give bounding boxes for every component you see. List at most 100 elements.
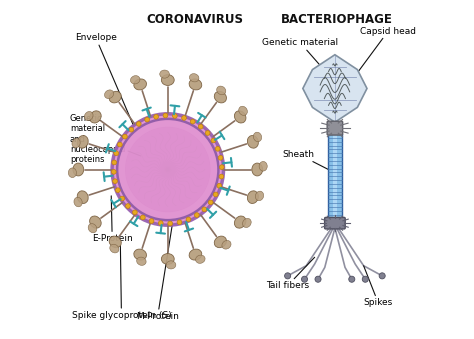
Circle shape <box>219 165 224 170</box>
Ellipse shape <box>130 76 140 84</box>
Ellipse shape <box>137 257 146 265</box>
Ellipse shape <box>243 218 251 227</box>
Ellipse shape <box>217 86 226 95</box>
Text: Genetic
material
and
nucleocapsid
proteins: Genetic material and nucleocapsid protei… <box>70 114 141 164</box>
Circle shape <box>111 170 116 174</box>
Ellipse shape <box>105 90 114 99</box>
Ellipse shape <box>247 136 258 148</box>
Ellipse shape <box>255 191 264 201</box>
Ellipse shape <box>109 236 121 248</box>
Circle shape <box>349 276 355 282</box>
Ellipse shape <box>214 91 227 103</box>
Text: Envelope: Envelope <box>75 33 134 126</box>
Circle shape <box>173 114 177 118</box>
Ellipse shape <box>247 191 258 203</box>
Circle shape <box>133 210 137 215</box>
Ellipse shape <box>88 224 97 233</box>
Ellipse shape <box>90 216 101 228</box>
Ellipse shape <box>254 132 262 142</box>
Ellipse shape <box>74 197 82 207</box>
Circle shape <box>217 183 222 188</box>
Circle shape <box>194 213 199 217</box>
Ellipse shape <box>110 244 119 253</box>
Circle shape <box>284 273 291 279</box>
Circle shape <box>163 113 168 118</box>
Circle shape <box>191 119 195 124</box>
Circle shape <box>219 174 224 179</box>
Ellipse shape <box>77 191 88 203</box>
Ellipse shape <box>190 74 199 82</box>
Ellipse shape <box>84 112 93 121</box>
Circle shape <box>140 215 145 220</box>
Ellipse shape <box>166 261 176 269</box>
Text: Capsid head: Capsid head <box>356 26 416 75</box>
Text: Genetic material: Genetic material <box>262 38 338 78</box>
Circle shape <box>123 134 128 139</box>
Ellipse shape <box>160 70 169 78</box>
Ellipse shape <box>161 254 174 264</box>
Ellipse shape <box>72 138 80 148</box>
Circle shape <box>213 192 218 197</box>
Ellipse shape <box>235 216 246 228</box>
Text: E-Protein: E-Protein <box>92 196 133 243</box>
Text: Tail fibers: Tail fibers <box>266 257 315 291</box>
Circle shape <box>154 114 158 119</box>
Circle shape <box>177 220 182 225</box>
Circle shape <box>205 131 210 135</box>
Circle shape <box>137 122 141 126</box>
FancyBboxPatch shape <box>328 134 342 218</box>
Text: CORONAVIRUS: CORONAVIRUS <box>146 13 243 25</box>
Circle shape <box>215 146 220 151</box>
Ellipse shape <box>259 161 267 171</box>
FancyBboxPatch shape <box>325 217 345 229</box>
Circle shape <box>118 142 122 147</box>
Circle shape <box>218 156 223 160</box>
Ellipse shape <box>77 136 88 148</box>
Text: Spike glycoprotein (S): Spike glycoprotein (S) <box>72 245 171 320</box>
Circle shape <box>168 221 173 226</box>
Circle shape <box>149 219 154 223</box>
Ellipse shape <box>109 91 121 103</box>
Circle shape <box>315 276 321 282</box>
Ellipse shape <box>68 168 76 178</box>
Text: Sheath: Sheath <box>283 150 342 176</box>
Circle shape <box>114 151 118 156</box>
Circle shape <box>182 116 186 120</box>
Circle shape <box>186 217 191 222</box>
Circle shape <box>116 188 120 193</box>
Bar <box>333 134 337 218</box>
Ellipse shape <box>252 163 263 176</box>
Circle shape <box>208 200 213 205</box>
Text: Spikes: Spikes <box>364 266 393 307</box>
Circle shape <box>362 276 368 282</box>
Circle shape <box>145 117 149 122</box>
Circle shape <box>379 273 385 279</box>
Ellipse shape <box>134 79 146 90</box>
Circle shape <box>126 204 130 208</box>
Circle shape <box>198 124 203 129</box>
Text: M-Protein: M-Protein <box>136 223 179 321</box>
Circle shape <box>301 276 308 282</box>
Ellipse shape <box>90 111 101 123</box>
Ellipse shape <box>189 79 202 90</box>
Ellipse shape <box>161 75 174 85</box>
Ellipse shape <box>222 240 231 249</box>
FancyBboxPatch shape <box>327 121 343 135</box>
Ellipse shape <box>235 111 246 123</box>
Circle shape <box>120 196 125 201</box>
Ellipse shape <box>196 255 205 263</box>
Circle shape <box>211 138 216 143</box>
Circle shape <box>126 127 210 212</box>
Ellipse shape <box>239 106 247 115</box>
Ellipse shape <box>73 163 84 176</box>
Circle shape <box>202 207 207 212</box>
Text: BACTERIOPHAGE: BACTERIOPHAGE <box>281 13 392 25</box>
Circle shape <box>112 160 117 165</box>
Polygon shape <box>303 55 367 122</box>
Circle shape <box>129 127 134 132</box>
Circle shape <box>158 221 163 225</box>
Circle shape <box>113 179 118 183</box>
Ellipse shape <box>214 236 227 248</box>
Ellipse shape <box>134 249 146 260</box>
Circle shape <box>112 114 224 225</box>
